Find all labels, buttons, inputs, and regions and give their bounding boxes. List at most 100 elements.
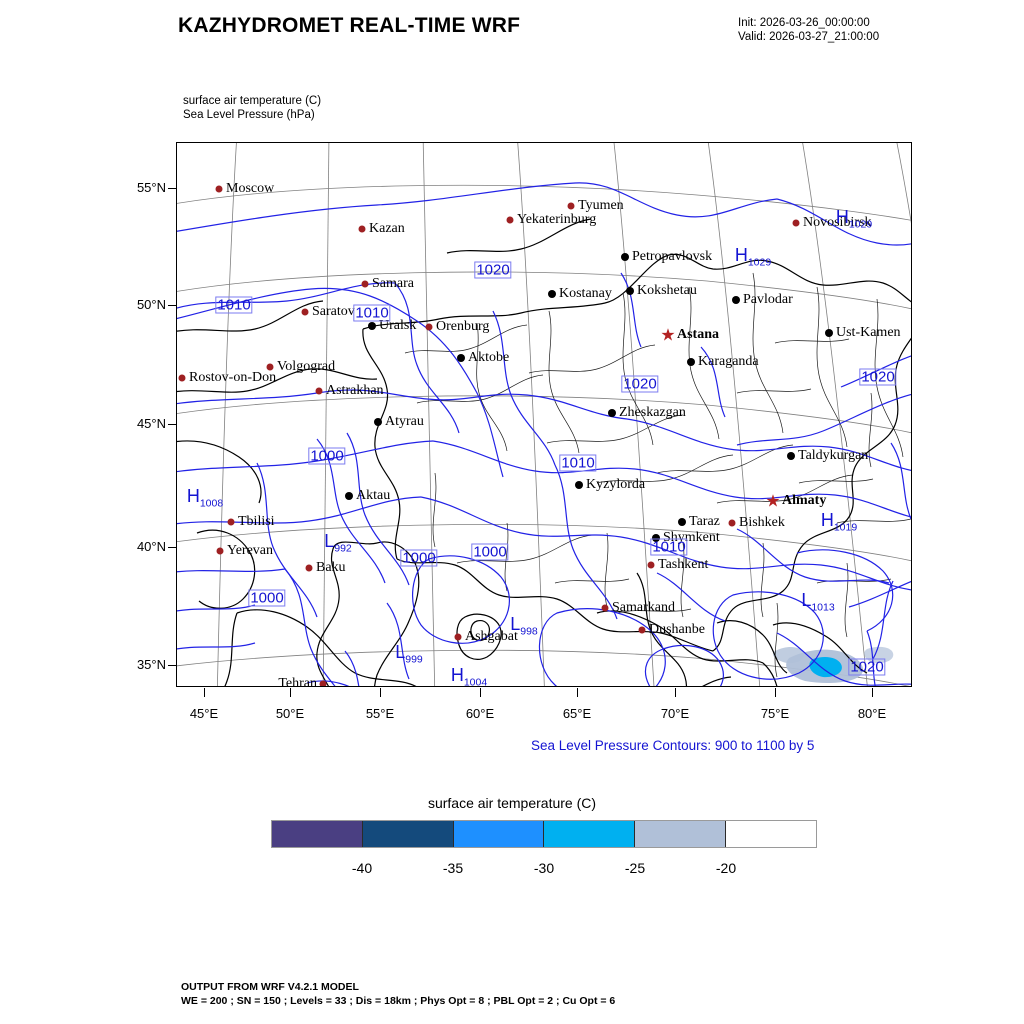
capital-label: Astana	[677, 327, 720, 342]
city-marker	[425, 323, 433, 331]
city-marker	[216, 547, 224, 555]
isobar-value-label: 1010	[559, 454, 597, 472]
valid-time-label: Valid: 2026-03-27_21:00:00	[738, 31, 880, 43]
city-label: Novosibirsk	[803, 215, 872, 230]
latitude-tick-mark	[168, 188, 177, 189]
isobar-value-label: 1020	[621, 375, 659, 393]
longitude-tick-mark	[775, 688, 776, 697]
colorbar-segment[interactable]	[272, 821, 363, 847]
high-pressure-marker: H1004	[450, 664, 488, 687]
city-label: Tashkent	[658, 557, 709, 572]
capital-star-icon: ★	[765, 491, 781, 511]
city-label: Dushanbe	[649, 622, 705, 637]
city-marker	[374, 418, 382, 426]
low-pressure-marker: L1013	[801, 589, 835, 614]
city-marker	[454, 633, 462, 641]
isobar-value-label: 1020	[848, 658, 886, 676]
longitude-tick-mark	[577, 688, 578, 697]
colorbar-segment[interactable]	[453, 821, 545, 847]
city-marker	[368, 322, 376, 330]
city-marker	[567, 202, 575, 210]
latitude-tick-mark	[168, 305, 177, 306]
city-label: Baku	[316, 560, 346, 575]
city-marker	[358, 225, 366, 233]
weather-map-plot[interactable]: Moscow Kazan Yekaterinburg Tyumen Novosibirs…	[176, 142, 912, 687]
city-label: Ust-Kamen	[836, 325, 901, 340]
latitude-tick-label: 45°N	[136, 416, 166, 431]
city-label: Aktobe	[468, 350, 510, 365]
city-label: Samara	[372, 276, 414, 291]
field-label-pressure: Sea Level Pressure (hPa)	[183, 109, 315, 121]
latitude-tick-label: 35°N	[136, 657, 166, 672]
high-pressure-marker: H1029	[835, 206, 873, 231]
latitude-tick-label: 55°N	[136, 180, 166, 195]
isobar-value-label: 1000	[400, 549, 438, 567]
city-label: Moscow	[226, 181, 275, 196]
city-label: Orenburg	[436, 319, 490, 334]
city-marker	[787, 452, 795, 460]
low-pressure-marker: L998	[510, 613, 538, 638]
city-label: Rostov-on-Don	[189, 370, 277, 385]
city-marker	[301, 308, 309, 316]
city-marker	[732, 296, 740, 304]
latitude-tick-mark	[168, 424, 177, 425]
city-label: Yekaterinburg	[517, 212, 597, 227]
isobar-value-label: 1000	[308, 447, 346, 465]
city-marker	[361, 280, 369, 288]
city-marker	[792, 219, 800, 227]
city-label: Samarkand	[612, 600, 675, 615]
isobar-value-label: 1020	[859, 368, 897, 386]
city-marker	[687, 358, 695, 366]
colorbar[interactable]	[271, 820, 817, 848]
city-marker	[266, 363, 274, 371]
city-marker	[621, 253, 629, 261]
longitude-tick-mark	[380, 688, 381, 697]
colorbar-tick-label: -30	[533, 860, 555, 876]
colorbar-segment[interactable]	[635, 821, 727, 847]
city-marker	[305, 564, 313, 572]
longitude-tick-mark	[204, 688, 205, 697]
city-marker	[678, 518, 686, 526]
city-marker	[548, 290, 556, 298]
colorbar-tick-label: -20	[715, 860, 737, 876]
city-label: Kokshetau	[637, 283, 697, 298]
high-pressure-marker: H1008	[186, 485, 224, 510]
isobar-value-label: 1010	[215, 296, 253, 314]
city-label: Tehran	[278, 676, 317, 687]
latitude-tick-mark	[168, 547, 177, 548]
colorbar-segment[interactable]	[544, 821, 636, 847]
city-label: Ashgabat	[465, 629, 518, 644]
colorbar-title: surface air temperature (C)	[427, 795, 597, 811]
contour-caption: Sea Level Pressure Contours: 900 to 1100…	[531, 738, 815, 753]
city-label: Yerevan	[227, 543, 274, 558]
city-marker	[626, 287, 634, 295]
low-pressure-marker: L999	[395, 641, 423, 666]
capital-star-icon: ★	[660, 325, 676, 345]
city-label: Aktau	[356, 488, 391, 503]
longitude-tick-label: 65°E	[562, 706, 592, 721]
city-label: Taldykurgan	[798, 448, 869, 463]
longitude-tick-label: 60°E	[465, 706, 495, 721]
init-time-label: Init: 2026-03-26_00:00:00	[738, 17, 870, 29]
latitude-tick-mark	[168, 665, 177, 666]
city-label: Saratov	[312, 304, 355, 319]
city-marker	[638, 626, 646, 634]
city-marker	[608, 409, 616, 417]
colorbar-segment[interactable]	[362, 821, 454, 847]
colorbar-segment[interactable]	[726, 821, 816, 847]
city-label: Petropavlovsk	[632, 249, 713, 264]
map-canvas	[177, 143, 911, 686]
longitude-tick-label: 75°E	[760, 706, 790, 721]
capital-label: Almaty	[782, 493, 827, 508]
city-label: Atyrau	[385, 414, 424, 429]
isobar-value-label: 1010	[650, 538, 688, 556]
high-pressure-marker: H1029	[734, 244, 772, 269]
city-label: Kostanay	[559, 286, 612, 301]
city-label: Kazan	[369, 221, 405, 236]
city-label: Kyzylorda	[586, 477, 646, 492]
isobar-value-label: 1020	[474, 261, 512, 279]
city-marker	[227, 518, 235, 526]
city-marker	[457, 354, 465, 362]
isobar-contours	[177, 182, 911, 686]
model-output-line1: OUTPUT FROM WRF V4.2.1 MODEL	[181, 981, 359, 993]
